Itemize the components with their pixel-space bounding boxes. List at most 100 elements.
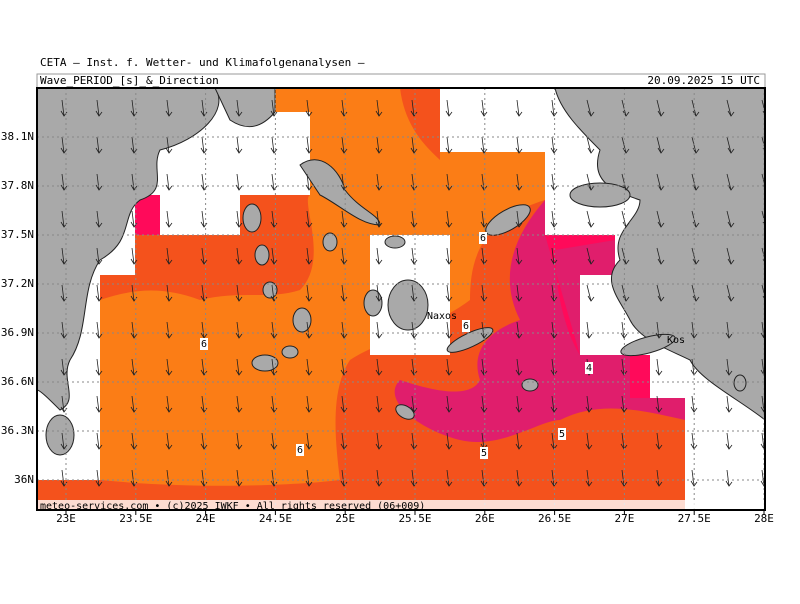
arrow <box>200 136 208 154</box>
arrow <box>480 136 488 154</box>
arrow <box>340 358 348 376</box>
arrow <box>410 173 418 191</box>
arrow <box>95 210 103 228</box>
lat-tick-label: 37.8N <box>1 179 34 192</box>
arrow <box>480 99 488 117</box>
arrow <box>340 210 348 228</box>
arrow <box>480 284 488 302</box>
arrow <box>515 358 523 376</box>
arrow <box>95 469 103 487</box>
lon-tick-label: 23E <box>56 512 76 525</box>
arrow <box>691 247 700 265</box>
arrow <box>95 99 103 117</box>
arrow <box>130 247 138 265</box>
contour-label-bg <box>480 447 488 459</box>
contour-label: 5 <box>559 429 565 440</box>
arrow <box>480 173 488 191</box>
lon-tick-label: 27E <box>614 512 634 525</box>
arrow <box>586 284 595 302</box>
arrow <box>95 136 103 154</box>
arrow <box>60 247 68 265</box>
arrow <box>410 395 418 413</box>
arrow <box>550 469 558 487</box>
arrow <box>725 432 733 450</box>
arrow <box>200 432 208 450</box>
lat-tick-label: 37.5N <box>1 228 34 241</box>
arrow <box>656 136 665 154</box>
lon-tick-label: 24.5E <box>259 512 292 525</box>
arrow <box>550 247 558 265</box>
arrow <box>95 321 103 339</box>
arrow <box>445 469 453 487</box>
lon-tick-label: 25.5E <box>398 512 431 525</box>
arrow <box>410 432 418 450</box>
arrow <box>655 395 663 413</box>
arrow <box>235 432 243 450</box>
contour-label-bg <box>200 338 208 350</box>
arrow <box>235 395 243 413</box>
arrow <box>305 210 313 228</box>
arrow <box>410 99 418 117</box>
arrow <box>585 321 593 339</box>
arrow <box>165 173 173 191</box>
arrow <box>165 358 173 376</box>
arrow <box>410 284 418 302</box>
arrow <box>270 321 278 339</box>
arrow <box>235 358 243 376</box>
graticule <box>37 88 765 510</box>
contour-label-bg <box>479 232 487 244</box>
arrow <box>690 395 698 413</box>
contour-label: 6 <box>480 233 486 244</box>
arrow <box>340 247 348 265</box>
arrow <box>585 432 593 450</box>
arrow <box>340 99 348 117</box>
arrow <box>60 321 68 339</box>
arrow <box>445 321 453 339</box>
arrow <box>725 469 733 487</box>
arrow <box>656 173 665 191</box>
arrow <box>480 321 488 339</box>
contour-label-bg <box>296 444 304 456</box>
arrow <box>165 210 173 228</box>
arrow <box>690 469 698 487</box>
arrow <box>550 395 558 413</box>
arrow <box>235 247 243 265</box>
arrow <box>550 284 558 302</box>
arrow <box>270 99 278 117</box>
arrow <box>95 358 103 376</box>
arrow <box>340 321 348 339</box>
arrow <box>305 321 313 339</box>
arrow <box>621 247 630 265</box>
arrow <box>655 469 663 487</box>
arrow <box>515 469 523 487</box>
contour-label: 6 <box>463 321 469 332</box>
arrow <box>515 136 523 154</box>
lon-tick-label: 25E <box>335 512 355 525</box>
arrow <box>130 358 138 376</box>
arrow <box>165 99 173 117</box>
arrow <box>726 284 735 302</box>
arrow <box>165 432 173 450</box>
arrow <box>410 210 418 228</box>
arrow <box>410 321 418 339</box>
place-label: Naxos <box>427 311 457 322</box>
arrow <box>586 136 595 154</box>
arrow <box>235 284 243 302</box>
arrow <box>270 247 278 265</box>
lat-tick-label: 38.1N <box>1 130 34 143</box>
arrow <box>726 210 735 228</box>
arrow <box>410 247 418 265</box>
direction-arrows <box>60 99 765 487</box>
arrow <box>515 321 523 339</box>
title: Wave_PERIOD_[s]_&_Direction <box>40 74 219 87</box>
arrow <box>515 432 523 450</box>
arrow <box>95 173 103 191</box>
arrow <box>375 469 383 487</box>
period-orange <box>100 88 545 486</box>
arrow <box>445 99 453 117</box>
arrow <box>340 284 348 302</box>
arrow <box>305 173 313 191</box>
lon-tick-label: 24E <box>196 512 216 525</box>
arrow <box>480 210 488 228</box>
arrow <box>305 395 313 413</box>
